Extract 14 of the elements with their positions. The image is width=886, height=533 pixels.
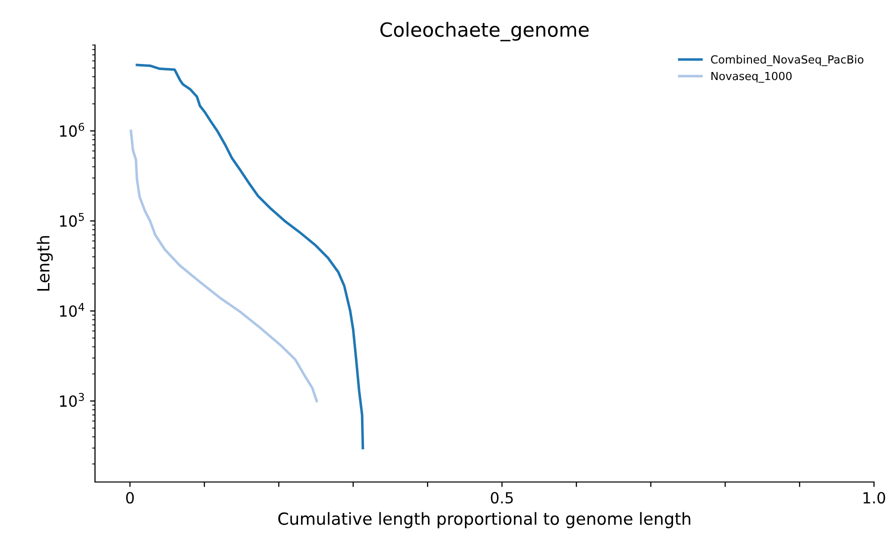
legend-label: Novaseq_1000 bbox=[711, 72, 792, 83]
line-series bbox=[136, 64, 364, 450]
x-axis-title: Cumulative length proportional to genome length bbox=[278, 512, 690, 528]
y-tick-label: 10$^{5}$ bbox=[60, 212, 84, 227]
chart-title: Coleochaete_genome bbox=[380, 22, 589, 42]
y-axis-title: Length bbox=[36, 236, 53, 291]
legend-label: Combined_NovaSeq_PacBio bbox=[710, 55, 864, 66]
y-tick-label: 10$^{3}$ bbox=[60, 392, 84, 407]
y-tick-label: 10$^{4}$ bbox=[60, 303, 84, 317]
x-tick-label: 0.5 bbox=[490, 492, 513, 504]
x-tick-label: 0 bbox=[126, 492, 134, 504]
line-series bbox=[130, 130, 318, 402]
x-tick-label: 1.0 bbox=[864, 492, 886, 504]
y-tick-label: 10$^{6}$ bbox=[60, 122, 84, 137]
